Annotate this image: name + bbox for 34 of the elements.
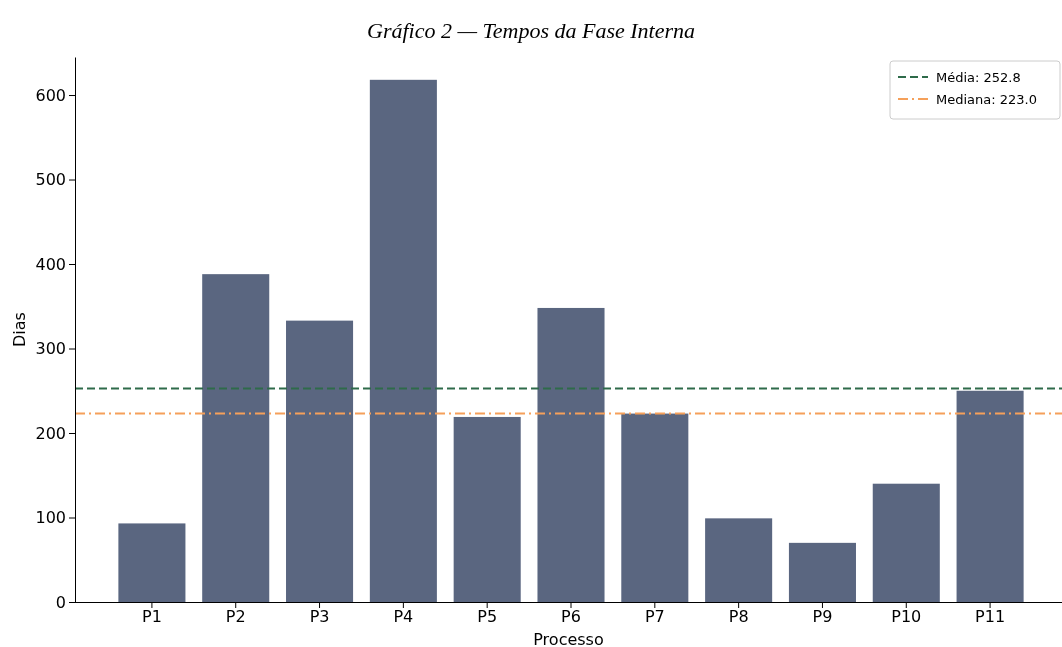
y-tick-label: 400: [35, 254, 66, 274]
y-axis-title: Dias: [10, 312, 29, 347]
bar: [286, 320, 354, 602]
bar: [453, 416, 521, 602]
bar: [956, 390, 1024, 602]
x-tick-label: P8: [728, 607, 749, 627]
y-tick-label: 0: [55, 592, 66, 612]
x-tick-label: P11: [975, 607, 1006, 627]
bar: [118, 523, 186, 602]
legend-label: Mediana: 223.0: [936, 92, 1037, 107]
x-axis-title: Processo: [533, 630, 604, 647]
x-tick-label: P4: [393, 607, 414, 627]
x-tick-label: P2: [225, 607, 246, 627]
x-tick-label: P6: [561, 607, 581, 627]
bar: [621, 413, 689, 602]
chart-title: Gráfico 2 — Tempos da Fase Interna: [367, 18, 695, 43]
bar: [872, 483, 940, 602]
bar: [537, 307, 605, 602]
bar: [788, 542, 856, 602]
y-tick-label: 200: [35, 423, 66, 443]
legend-label: Média: 252.8: [936, 70, 1021, 85]
y-tick-label: 500: [35, 170, 66, 190]
y-tick-label: 600: [35, 85, 66, 105]
y-tick-label: 300: [35, 339, 66, 359]
bar: [202, 274, 270, 602]
x-tick-label: P7: [644, 607, 665, 627]
x-tick-label: P3: [309, 607, 330, 627]
x-tick-label: P1: [142, 607, 162, 627]
bar: [705, 518, 773, 602]
x-tick-label: P9: [812, 607, 833, 627]
x-tick-label: P5: [477, 607, 498, 627]
y-tick-label: 100: [35, 508, 66, 528]
x-tick-label: P10: [891, 607, 922, 627]
bar: [369, 79, 437, 602]
